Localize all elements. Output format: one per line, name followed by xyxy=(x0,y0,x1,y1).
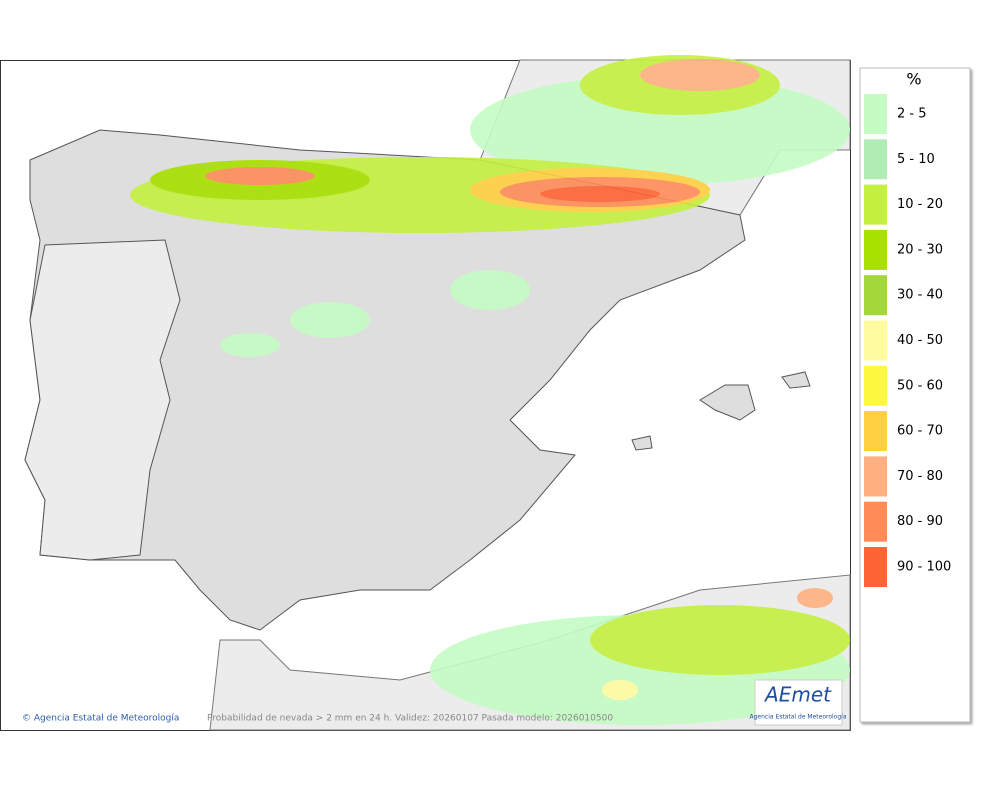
logo-name: AEmet xyxy=(763,683,832,707)
legend-label: 50 - 60 xyxy=(897,378,943,393)
legend-swatch xyxy=(864,456,887,497)
legend-swatch xyxy=(864,501,887,542)
legend-label: 20 - 30 xyxy=(897,242,943,257)
legend-label: 2 - 5 xyxy=(897,107,927,122)
legend-label: 30 - 40 xyxy=(897,288,943,303)
logo-subtitle: Agencia Estatal de Meteorología xyxy=(750,714,847,721)
legend-unit: % xyxy=(906,70,921,89)
legend-swatch xyxy=(864,365,887,406)
legend-swatch xyxy=(864,411,887,452)
legend-swatch xyxy=(864,229,887,270)
legend-label: 10 - 20 xyxy=(897,197,943,212)
snow-areas xyxy=(130,55,850,725)
legend-swatch xyxy=(864,139,887,180)
legend-label: 5 - 10 xyxy=(897,152,935,167)
legend-swatch xyxy=(864,547,887,587)
caption: Probabilidad de nevada > 2 mm en 24 h. V… xyxy=(207,714,613,724)
legend-swatch xyxy=(864,94,887,134)
legend-label: 80 - 90 xyxy=(897,514,943,529)
legend-label: 40 - 50 xyxy=(897,333,943,348)
legend-swatch xyxy=(864,275,887,316)
legend-label: 70 - 80 xyxy=(897,469,943,484)
legend-label: 90 - 100 xyxy=(897,560,951,575)
credit: © Agencia Estatal de Meteorología xyxy=(22,714,179,724)
legend-label: 60 - 70 xyxy=(897,424,943,439)
legend-swatch xyxy=(864,320,887,361)
logo-box xyxy=(754,679,843,726)
legend-swatch xyxy=(864,184,887,225)
